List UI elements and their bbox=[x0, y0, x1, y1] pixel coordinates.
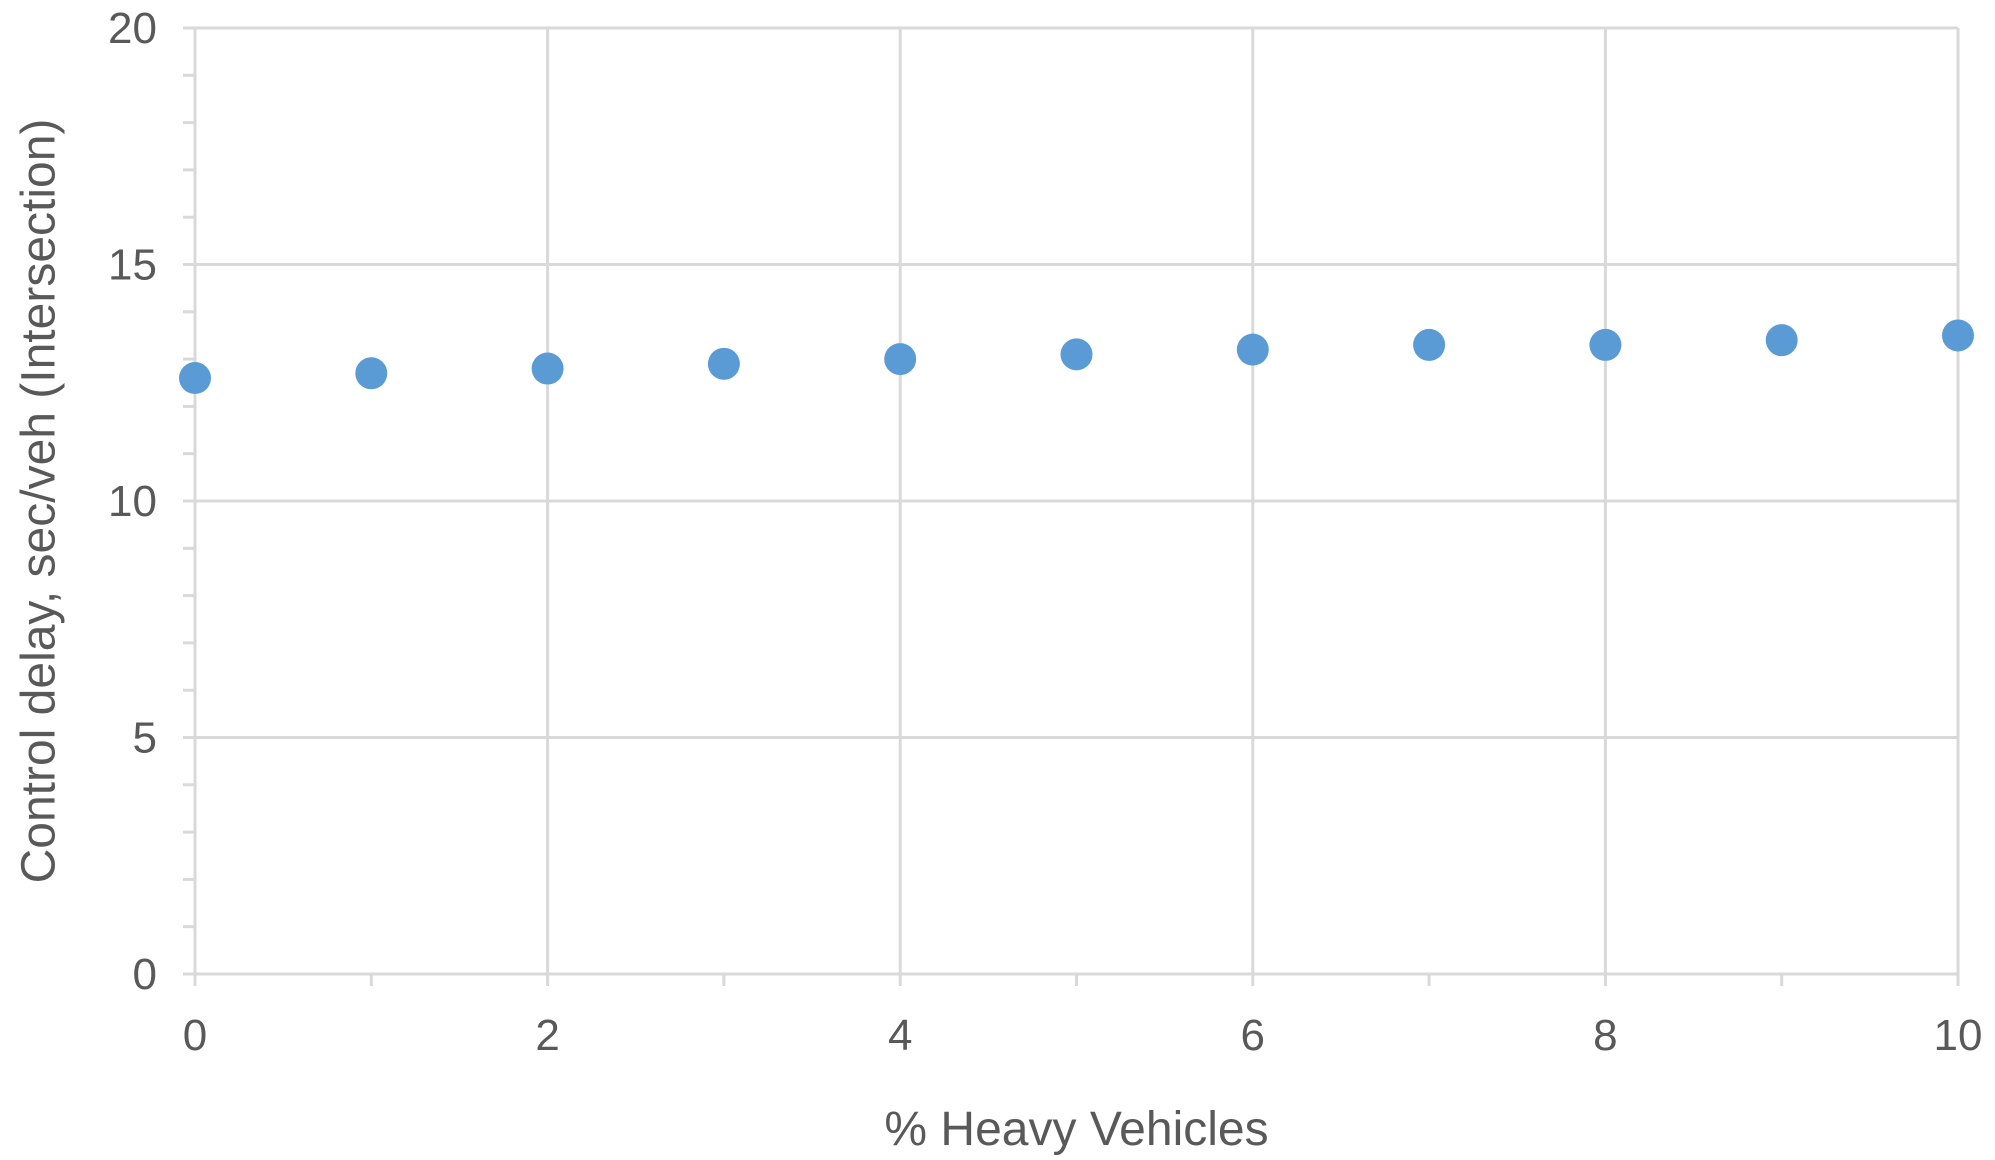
data-point bbox=[884, 343, 917, 376]
x-tick-label: 4 bbox=[888, 1011, 912, 1060]
tick-label-layer: 0 5 10 15 20 0 2 4 6 8 10 bbox=[108, 4, 1982, 1060]
x-tick-label: 2 bbox=[535, 1011, 559, 1060]
data-point bbox=[531, 352, 564, 385]
y-tick-label: 5 bbox=[133, 714, 157, 763]
x-tick-label: 10 bbox=[1934, 1011, 1983, 1060]
data-point bbox=[1942, 319, 1974, 352]
y-axis-title: Control delay, sec/veh (Intersection) bbox=[13, 119, 66, 884]
data-point bbox=[1236, 333, 1269, 366]
grid-layer bbox=[193, 26, 1960, 976]
x-axis-title: % Heavy Vehicles bbox=[884, 1103, 1268, 1156]
y-tick-label: 0 bbox=[133, 950, 157, 999]
y-tick-label: 15 bbox=[108, 241, 157, 290]
point-layer bbox=[179, 319, 1974, 395]
data-point bbox=[1413, 328, 1446, 361]
x-tick-label: 8 bbox=[1593, 1011, 1617, 1060]
data-point bbox=[707, 347, 740, 380]
data-point bbox=[1060, 338, 1093, 371]
y-tick-label: 20 bbox=[108, 4, 157, 53]
axis-layer bbox=[183, 26, 1960, 986]
data-point bbox=[179, 362, 211, 395]
x-tick-label: 6 bbox=[1241, 1011, 1265, 1060]
data-point bbox=[1589, 328, 1622, 361]
data-point bbox=[1765, 324, 1798, 357]
y-tick-label: 10 bbox=[108, 477, 157, 526]
x-tick-label: 0 bbox=[183, 1011, 207, 1060]
data-point bbox=[355, 357, 388, 390]
